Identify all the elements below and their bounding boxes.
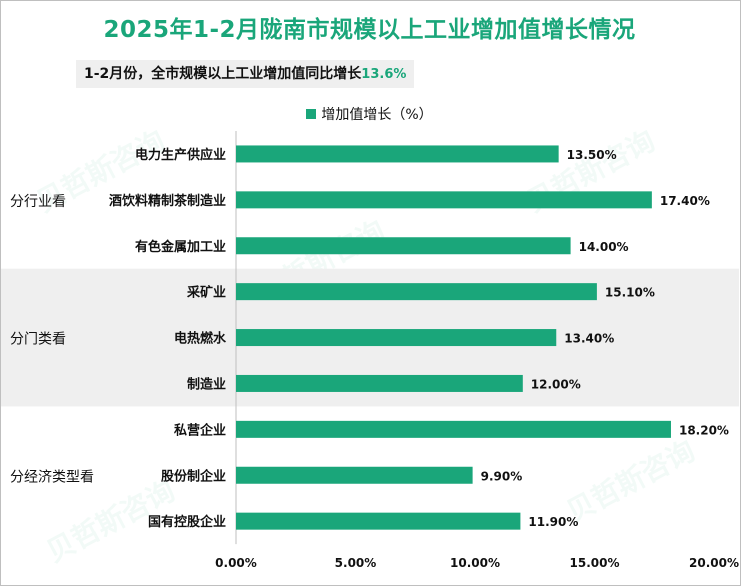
- category-label: 国有控股企业: [148, 514, 226, 530]
- bar: [236, 237, 571, 255]
- legend-label: 增加值增长（%）: [321, 107, 433, 123]
- x-tick-label: 15.00%: [570, 556, 620, 570]
- x-tick-label: 10.00%: [450, 556, 500, 570]
- bar: [236, 145, 559, 163]
- category-label: 股份制企业: [161, 468, 226, 484]
- category-label: 有色金属加工业: [135, 239, 226, 255]
- category-label: 采矿业: [186, 285, 226, 301]
- value-label: 17.40%: [660, 194, 710, 208]
- value-label: 9.90%: [481, 469, 523, 483]
- legend-swatch: [306, 109, 317, 119]
- value-label: 11.90%: [528, 515, 578, 529]
- x-tick-label: 5.00%: [335, 556, 377, 570]
- chart-legend: 增加值增长（%）: [0, 104, 739, 124]
- category-label: 制造业: [187, 376, 226, 392]
- bar: [236, 283, 597, 301]
- value-label: 13.50%: [567, 148, 617, 162]
- bar: [236, 191, 652, 209]
- category-label: 电热燃水: [174, 331, 227, 347]
- bar: [236, 420, 671, 438]
- bar: [236, 374, 523, 392]
- category-label: 酒饮料精制茶制造业: [109, 193, 226, 209]
- x-tick-label: 0.00%: [215, 556, 257, 570]
- value-label: 12.00%: [531, 377, 581, 391]
- subtitle-value: 13.6%: [361, 67, 407, 82]
- group-label: 分行业看: [10, 194, 66, 210]
- subtitle-text: 1-2月份，全市规模以上工业增加值同比增长: [84, 66, 362, 82]
- value-label: 14.00%: [579, 240, 629, 254]
- group-label: 分经济类型看: [10, 469, 94, 485]
- chart-title: 2025年1-2月陇南市规模以上工业增加值增长情况: [103, 17, 636, 43]
- x-tick-label: 20.00%: [689, 556, 739, 570]
- chart-subtitle: 1-2月份，全市规模以上工业增加值同比增长13.6%: [76, 60, 415, 88]
- value-label: 18.20%: [679, 423, 729, 437]
- group-label: 分门类看: [10, 332, 66, 348]
- bar: [236, 466, 473, 484]
- category-label: 电力生产供应业: [135, 147, 226, 163]
- bar: [236, 329, 557, 347]
- value-label: 15.10%: [605, 286, 655, 300]
- value-label: 13.40%: [564, 332, 614, 346]
- bar: [236, 512, 521, 530]
- category-label: 私营企业: [174, 422, 226, 438]
